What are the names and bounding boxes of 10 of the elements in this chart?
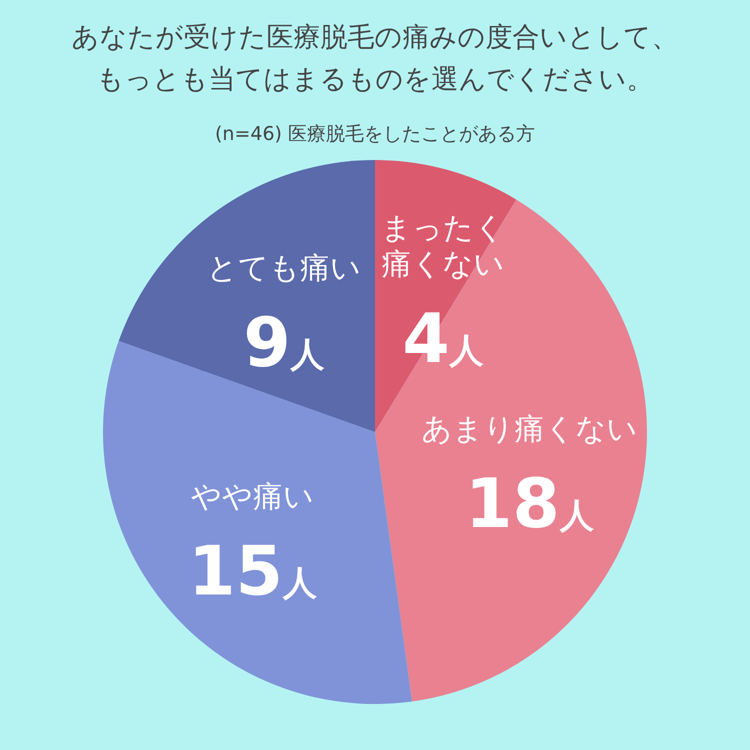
slice-label: とても痛い — [207, 251, 362, 286]
chart-title: あなたが受けた医療脱毛の痛みの度合いとして、もっとも当てはまるものを選んでください。 — [72, 22, 678, 95]
slice-label: まったく痛くない — [381, 211, 505, 282]
data-label: 9人 — [243, 304, 326, 384]
data-label: 15人 — [188, 532, 318, 612]
slice-label: やや痛い — [191, 480, 314, 515]
data-label: 18人 — [465, 465, 595, 544]
data-label: 4人 — [402, 300, 485, 380]
chart-subtitle: (n=46) 医療脱毛をしたことがある方 — [214, 123, 536, 145]
slice-label: あまり痛くない — [421, 412, 638, 448]
